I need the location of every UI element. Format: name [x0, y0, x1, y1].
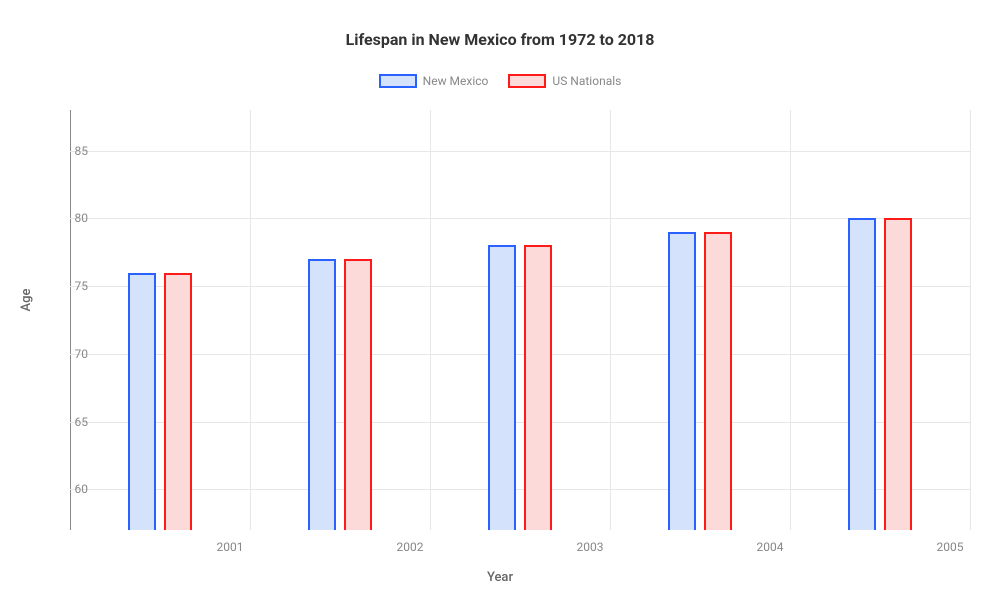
gridline-horizontal	[70, 489, 970, 490]
bar	[884, 218, 912, 530]
x-axis-label: Year	[487, 570, 513, 585]
legend: New Mexico US Nationals	[0, 74, 1000, 88]
y-tick-label: 85	[58, 144, 88, 158]
gridline-vertical	[610, 110, 611, 530]
y-tick-label: 65	[58, 415, 88, 429]
bar	[524, 245, 552, 530]
legend-label: US Nationals	[552, 74, 621, 88]
gridline-vertical	[430, 110, 431, 530]
y-tick-label: 70	[58, 347, 88, 361]
y-tick-label: 75	[58, 279, 88, 293]
y-tick-label: 80	[58, 211, 88, 225]
gridline-horizontal	[70, 151, 970, 152]
x-tick-label: 2003	[577, 540, 604, 554]
y-axis-label: Age	[19, 289, 34, 312]
bar	[668, 232, 696, 530]
x-tick-label: 2004	[757, 540, 784, 554]
gridline-horizontal	[70, 218, 970, 219]
gridline-horizontal	[70, 422, 970, 423]
bar	[344, 259, 372, 530]
gridline-horizontal	[70, 354, 970, 355]
gridline-vertical	[970, 110, 971, 530]
x-tick-label: 2002	[397, 540, 424, 554]
chart-title: Lifespan in New Mexico from 1972 to 2018	[0, 0, 1000, 49]
y-axis-line	[70, 110, 71, 530]
gridline-vertical	[790, 110, 791, 530]
legend-item: US Nationals	[508, 74, 621, 88]
plot-area: 20012002200320042005	[70, 110, 970, 530]
y-tick-label: 60	[58, 482, 88, 496]
bar	[704, 232, 732, 530]
bar	[164, 273, 192, 530]
bar	[128, 273, 156, 530]
legend-item: New Mexico	[379, 74, 489, 88]
bar	[308, 259, 336, 530]
bar	[848, 218, 876, 530]
gridline-vertical	[250, 110, 251, 530]
legend-swatch	[379, 74, 417, 88]
gridline-horizontal	[70, 286, 970, 287]
x-tick-label: 2001	[217, 540, 244, 554]
legend-swatch	[508, 74, 546, 88]
legend-label: New Mexico	[423, 74, 489, 88]
bar	[488, 245, 516, 530]
x-tick-label: 2005	[937, 540, 964, 554]
